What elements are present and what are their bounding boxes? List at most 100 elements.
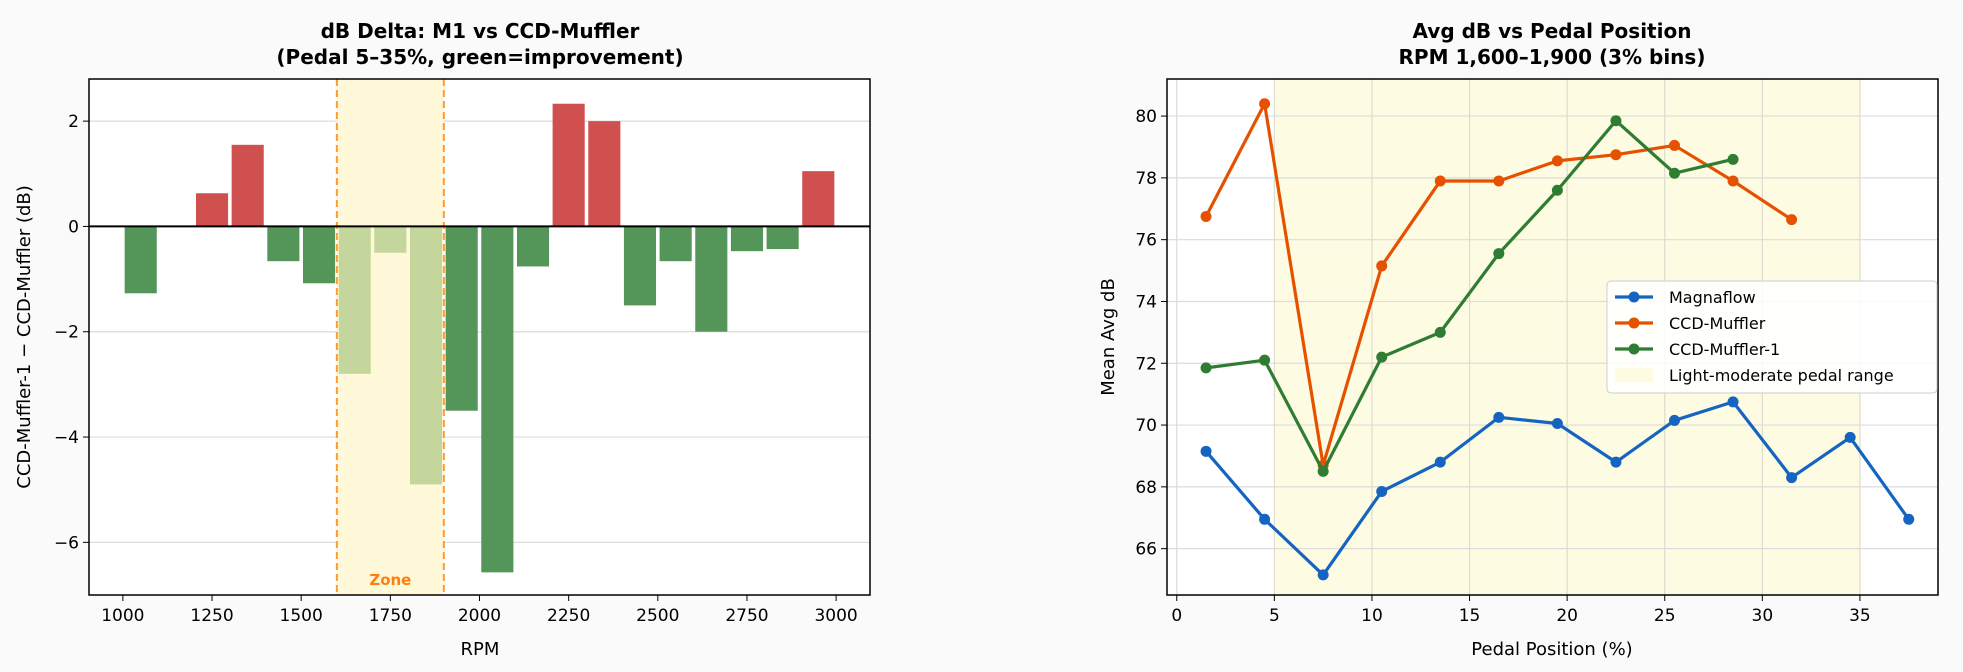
x-tick-label: 5 (1269, 606, 1280, 626)
x-tick-label: 30 (1752, 606, 1774, 626)
data-point (1493, 175, 1505, 187)
data-point (1668, 139, 1680, 151)
data-point (1844, 431, 1856, 443)
x-tick-label: 1250 (190, 606, 233, 626)
data-point (1786, 214, 1798, 226)
y-tick-label: 68 (1135, 478, 1157, 498)
x-axis-label: RPM (461, 639, 500, 660)
data-point (1493, 411, 1505, 423)
data-point (1200, 210, 1212, 222)
x-tick-label: 35 (1849, 606, 1871, 626)
data-point (1317, 569, 1329, 581)
y-tick-label: 74 (1135, 292, 1157, 312)
bar (695, 226, 728, 332)
data-point (1551, 184, 1563, 196)
plot-frame (1166, 78, 1939, 596)
y-tick-label: 80 (1135, 107, 1157, 127)
bar (445, 226, 478, 411)
data-point (1551, 155, 1563, 167)
legend-marker (1628, 343, 1640, 355)
data-point (1551, 418, 1563, 430)
data-point (1259, 354, 1271, 366)
data-point (1610, 149, 1622, 161)
bar (338, 226, 371, 374)
x-tick-label: 2500 (636, 606, 679, 626)
y-axis-label: CCD-Muffler-1 − CCD-Muffler (dB) (14, 185, 35, 488)
bar (124, 226, 157, 294)
data-point (1610, 115, 1622, 127)
legend-marker (1628, 291, 1640, 303)
bar (267, 226, 300, 262)
bar (409, 226, 443, 485)
data-point (1376, 485, 1388, 497)
legend-label: Magnaflow (1669, 288, 1756, 307)
data-point (1434, 456, 1446, 468)
data-point (1200, 445, 1212, 457)
legend-swatch (1615, 368, 1653, 382)
y-tick-label: 2 (68, 112, 79, 132)
data-point (1200, 362, 1212, 374)
x-tick-label: 2750 (725, 606, 768, 626)
y-axis-label: Mean Avg dB (1098, 278, 1119, 396)
bar (588, 121, 621, 227)
x-tick-label: 2000 (458, 606, 501, 626)
bar (730, 226, 764, 252)
data-point (1259, 98, 1271, 110)
chart-title-line2: RPM 1,600–1,900 (3% bins) (1399, 45, 1706, 69)
data-point (1668, 167, 1680, 179)
data-point (1259, 513, 1271, 525)
bar (766, 226, 799, 250)
data-point (1727, 175, 1739, 187)
legend-marker (1628, 317, 1640, 329)
data-point (1376, 351, 1388, 363)
chart-title-line1: Avg dB vs Pedal Position (1413, 19, 1692, 43)
x-tick-label: 25 (1654, 606, 1676, 626)
data-point (1376, 260, 1388, 272)
legend-label: Light-moderate pedal range (1669, 366, 1894, 385)
data-point (1903, 513, 1915, 525)
x-tick-label: 0 (1171, 606, 1182, 626)
bar (481, 226, 514, 573)
y-tick-label: 72 (1135, 354, 1157, 374)
legend-label: CCD-Muffler (1669, 314, 1766, 333)
data-point (1317, 465, 1329, 477)
delta-bar-chart: dB Delta: M1 vs CCD-Muffler (Pedal 5–35%… (14, 19, 871, 660)
x-tick-label: 10 (1361, 606, 1383, 626)
legend-box (1606, 280, 1938, 394)
x-tick-label: 1500 (280, 606, 323, 626)
y-tick-label: 70 (1135, 416, 1157, 436)
x-axis-label: Pedal Position (%) (1471, 639, 1632, 660)
y-tick-label: −2 (54, 323, 79, 343)
data-point (1434, 326, 1446, 338)
y-tick-label: −4 (54, 428, 79, 448)
bar (552, 103, 585, 227)
data-point (1434, 175, 1446, 187)
legend: Magnaflow CCD-Muffler CCD-Muffler-1 Light-m… (1606, 280, 1938, 394)
series-line-ccd-muffler-1 (1205, 119, 1734, 474)
plot-frame (88, 78, 871, 596)
x-tick-label: 15 (1459, 606, 1481, 626)
y-tick-label: 76 (1135, 231, 1157, 251)
bar (659, 226, 692, 262)
data-point (1727, 396, 1739, 408)
x-tick-label: 1750 (369, 606, 412, 626)
legend-label: CCD-Muffler-1 (1669, 340, 1780, 359)
bar (195, 193, 229, 227)
y-tick-label: 78 (1135, 169, 1157, 189)
zone-label: Zone (369, 571, 411, 589)
chart-title-line1: dB Delta: M1 vs CCD-Muffler (321, 19, 640, 43)
y-tick-label: 66 (1135, 540, 1157, 560)
data-point (1786, 472, 1798, 484)
bar (623, 226, 657, 306)
chart-title-line2: (Pedal 5–35%, green=improvement) (276, 45, 683, 69)
bar (302, 226, 336, 284)
data-point (1493, 248, 1505, 260)
y-tick-label: 0 (68, 217, 79, 237)
pedal-line-chart: Avg dB vs Pedal Position RPM 1,600–1,900… (1098, 19, 1939, 660)
x-tick-label: 20 (1556, 606, 1578, 626)
x-tick-label: 2250 (547, 606, 590, 626)
bar (802, 171, 835, 227)
bar (516, 226, 550, 267)
y-tick-label: −6 (54, 533, 79, 553)
